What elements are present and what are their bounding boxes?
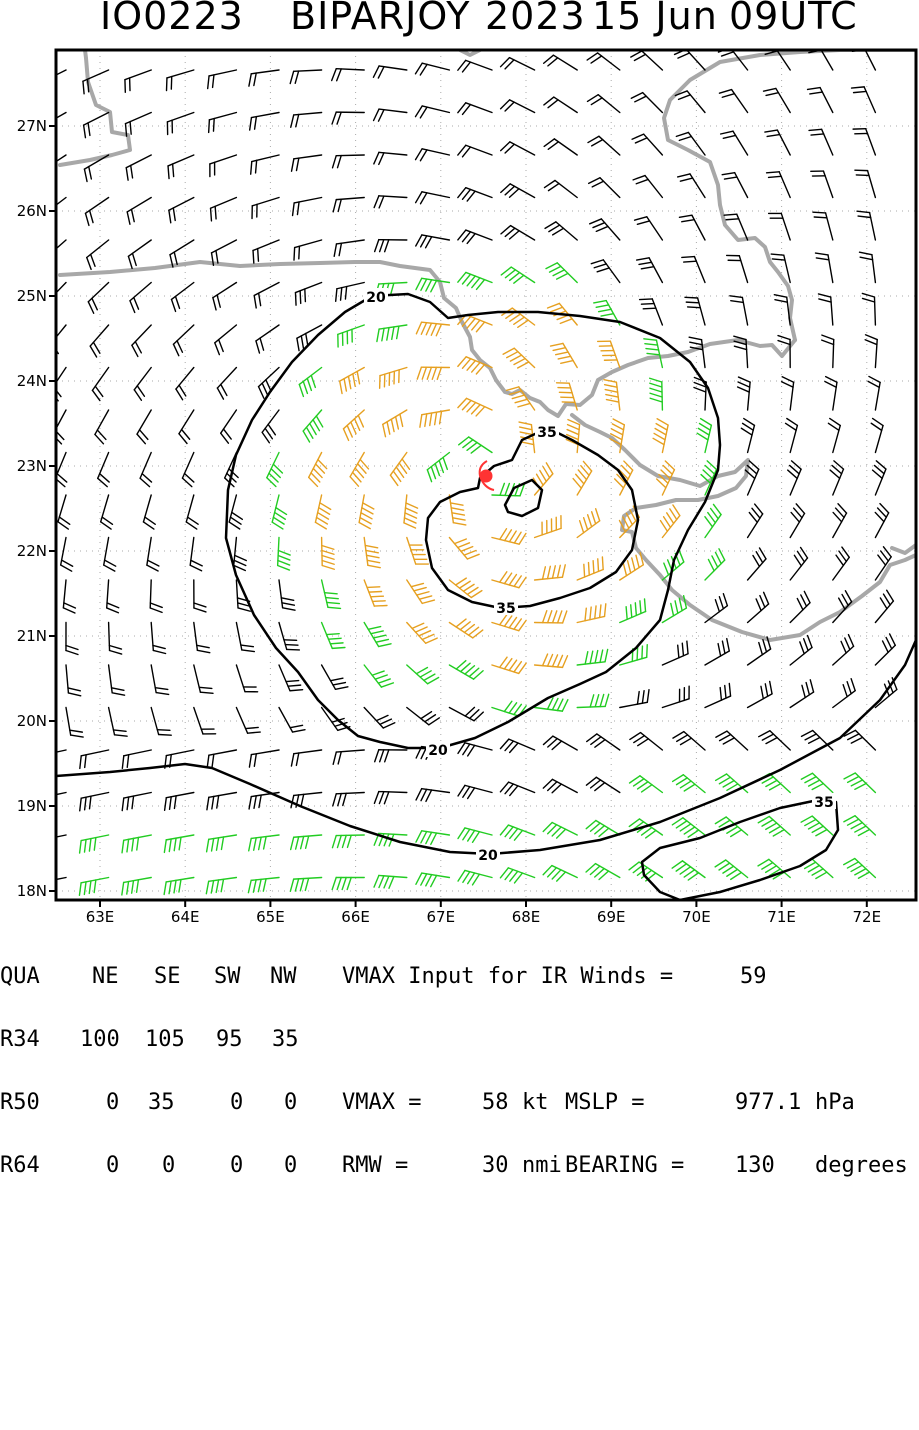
table-header-row: QUA NE SE SW NW VMAX Input for IR Winds … [0, 966, 919, 987]
contour-label: 35 [537, 425, 556, 441]
bearing-label: BEARING = [565, 1155, 684, 1176]
rmw-label: RMW = [342, 1155, 408, 1176]
wind-map: 20 20 20 35 35 35 27N26N25N24N23N22N21N2… [0, 0, 919, 925]
contour-label: 20 [366, 290, 386, 306]
header-col-nw: NW [270, 966, 297, 987]
contour-label: 20 [478, 848, 498, 864]
mslp-unit: hPa [815, 1092, 855, 1113]
row-label: R34 [0, 1029, 40, 1050]
lon-tick-label: 64E [171, 908, 200, 925]
vmax-value: 58 [482, 1092, 509, 1113]
r64-nw: 0 [284, 1155, 297, 1176]
lat-tick-label: 21N [17, 627, 47, 645]
header-col-se: SE [154, 966, 181, 987]
lon-tick-label: 72E [853, 908, 882, 925]
contour-label: 35 [496, 601, 515, 617]
lat-axis: 27N 26N 25N 24N 23N 22N 21N 20N 19N 18N [17, 117, 56, 900]
r50-ne: 0 [106, 1092, 119, 1113]
vmax-unit: kt [522, 1092, 549, 1113]
lon-tick-label: 70E [682, 908, 711, 925]
r64-ne: 0 [106, 1155, 119, 1176]
lat-tick-label: 26N [17, 202, 47, 220]
mslp-value: 977.1 [735, 1092, 801, 1113]
lon-tick-label: 69E [597, 908, 626, 925]
center-marker [480, 470, 493, 483]
lon-tick-label: 67E [427, 908, 456, 925]
header-col-ne: NE [92, 966, 119, 987]
lat-tick-label: 24N [17, 372, 47, 390]
contour-label: 20 [428, 743, 448, 759]
lon-tick-label: 65E [256, 908, 285, 925]
lat-tick-label: 27N [17, 117, 47, 135]
mslp-label: MSLP = [565, 1092, 644, 1113]
lat-tick-label: 18N [17, 882, 47, 900]
rmw-unit: nmi [522, 1155, 562, 1176]
lat-tick-label: 20N [17, 712, 47, 730]
header-col-sw: SW [214, 966, 241, 987]
r50-nw: 0 [284, 1092, 297, 1113]
vmax-input-label: VMAX Input for IR Winds = [342, 966, 673, 987]
row-label: R64 [0, 1155, 40, 1176]
r34-nw: 35 [272, 1029, 299, 1050]
header-label: QUA [0, 966, 40, 987]
r64-sw: 0 [230, 1155, 243, 1176]
r34-sw: 95 [216, 1029, 243, 1050]
lon-tick-label: 63E [86, 908, 115, 925]
lat-tick-label: 25N [17, 287, 47, 305]
r34-se: 105 [145, 1029, 185, 1050]
r50-se: 35 [148, 1092, 175, 1113]
lon-tick-label: 68E [512, 908, 541, 925]
table-row: R64 0 0 0 0 RMW = 30 nmi BEARING = 130 d… [0, 1155, 919, 1176]
lon-tick-label: 66E [341, 908, 370, 925]
r34-ne: 100 [80, 1029, 120, 1050]
vmax-input-value: 59 [740, 966, 767, 987]
r50-sw: 0 [230, 1092, 243, 1113]
r64-se: 0 [162, 1155, 175, 1176]
table-row: R50 0 35 0 0 VMAX = 58 kt MSLP = 977.1 h… [0, 1092, 919, 1113]
bearing-unit: degrees [815, 1155, 908, 1176]
contour-label: 35 [814, 795, 833, 811]
rmw-value: 30 [482, 1155, 509, 1176]
lon-axis: 63E 64E 65E 66E 67E 68E 69E 70E 71E 72E [86, 900, 881, 925]
row-label: R50 [0, 1092, 40, 1113]
bearing-value: 130 [735, 1155, 775, 1176]
lat-tick-label: 23N [17, 457, 47, 475]
vmax-label: VMAX = [342, 1092, 421, 1113]
wind-radii-table: QUA NE SE SW NW VMAX Input for IR Winds … [0, 924, 919, 1197]
lat-tick-label: 19N [17, 797, 47, 815]
lon-tick-label: 71E [767, 908, 796, 925]
table-row: R34 100 105 95 35 [0, 1029, 919, 1050]
lat-tick-label: 22N [17, 542, 47, 560]
